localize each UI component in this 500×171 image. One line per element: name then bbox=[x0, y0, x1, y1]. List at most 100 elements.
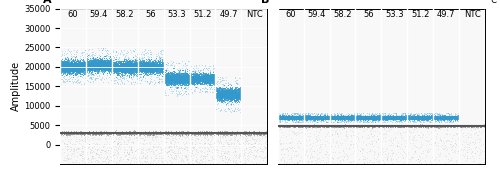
Point bbox=[433, 115, 441, 118]
Point bbox=[194, 78, 202, 80]
Point bbox=[146, 67, 154, 70]
Point bbox=[226, 83, 234, 86]
Point bbox=[453, 115, 461, 118]
Point bbox=[234, 96, 242, 99]
Point bbox=[346, 126, 354, 129]
Point bbox=[378, 125, 386, 128]
Point bbox=[79, 61, 87, 64]
Point bbox=[358, 117, 366, 119]
Point bbox=[218, 95, 226, 97]
Point bbox=[151, 62, 159, 65]
Point bbox=[182, 79, 190, 81]
Point bbox=[320, 125, 328, 128]
Point bbox=[61, 73, 69, 76]
Point bbox=[198, 77, 205, 80]
Point bbox=[298, 115, 306, 118]
Point bbox=[82, 136, 90, 138]
Point bbox=[446, 116, 454, 118]
Point bbox=[303, 116, 311, 118]
Point bbox=[98, 64, 106, 67]
Point bbox=[150, 62, 158, 65]
Point bbox=[422, 115, 430, 117]
Point bbox=[136, 68, 144, 71]
Point bbox=[80, 71, 88, 74]
Point bbox=[286, 115, 294, 118]
Point bbox=[79, 69, 87, 71]
Point bbox=[102, 62, 110, 65]
Point bbox=[198, 90, 206, 93]
Point bbox=[127, 65, 135, 68]
Point bbox=[188, 145, 196, 148]
Point bbox=[315, 116, 323, 119]
Point bbox=[167, 62, 175, 65]
Point bbox=[98, 67, 106, 70]
Point bbox=[188, 75, 196, 78]
Point bbox=[99, 146, 107, 148]
Point bbox=[182, 75, 190, 77]
Point bbox=[383, 117, 391, 119]
Point bbox=[312, 124, 320, 127]
Point bbox=[317, 116, 325, 119]
Point bbox=[340, 115, 348, 118]
Point bbox=[127, 66, 135, 69]
Point bbox=[425, 116, 433, 119]
Point bbox=[230, 89, 238, 92]
Point bbox=[348, 116, 356, 119]
Point bbox=[282, 116, 290, 118]
Point bbox=[186, 132, 194, 134]
Point bbox=[122, 68, 130, 70]
Point bbox=[424, 116, 432, 119]
Point bbox=[100, 62, 108, 65]
Point bbox=[166, 77, 174, 80]
Point bbox=[416, 117, 424, 120]
Point bbox=[74, 66, 82, 69]
Point bbox=[422, 115, 430, 117]
Point bbox=[426, 117, 434, 120]
Point bbox=[298, 116, 306, 119]
Point bbox=[163, 80, 171, 83]
Point bbox=[196, 77, 203, 80]
Point bbox=[340, 116, 348, 119]
Point bbox=[132, 65, 140, 68]
Point bbox=[124, 63, 132, 66]
Point bbox=[150, 68, 158, 70]
Point bbox=[372, 115, 380, 118]
Point bbox=[110, 67, 118, 70]
Point bbox=[236, 98, 244, 100]
Point bbox=[124, 152, 132, 154]
Point bbox=[128, 65, 136, 68]
Point bbox=[230, 88, 238, 90]
Point bbox=[234, 82, 241, 84]
Point bbox=[130, 64, 138, 67]
Point bbox=[373, 116, 381, 118]
Point bbox=[138, 58, 145, 60]
Point bbox=[384, 116, 392, 119]
Point bbox=[250, 130, 258, 133]
Point bbox=[142, 63, 150, 65]
Point bbox=[364, 116, 372, 119]
Point bbox=[144, 63, 152, 66]
Point bbox=[318, 118, 326, 121]
Point bbox=[206, 91, 214, 94]
Point bbox=[284, 116, 292, 119]
Point bbox=[168, 67, 176, 69]
Point bbox=[374, 117, 382, 120]
Point bbox=[436, 115, 444, 118]
Point bbox=[129, 68, 137, 70]
Point bbox=[230, 98, 237, 101]
Point bbox=[372, 120, 380, 123]
Point bbox=[109, 65, 117, 68]
Point bbox=[368, 121, 376, 124]
Point bbox=[370, 116, 378, 119]
Point bbox=[100, 65, 108, 68]
Point bbox=[98, 131, 106, 134]
Point bbox=[335, 115, 343, 118]
Point bbox=[396, 125, 404, 127]
Point bbox=[352, 117, 360, 120]
Point bbox=[146, 69, 154, 71]
Point bbox=[358, 117, 366, 119]
Point bbox=[68, 64, 76, 67]
Point bbox=[80, 132, 88, 135]
Point bbox=[342, 116, 350, 118]
Point bbox=[342, 115, 350, 118]
